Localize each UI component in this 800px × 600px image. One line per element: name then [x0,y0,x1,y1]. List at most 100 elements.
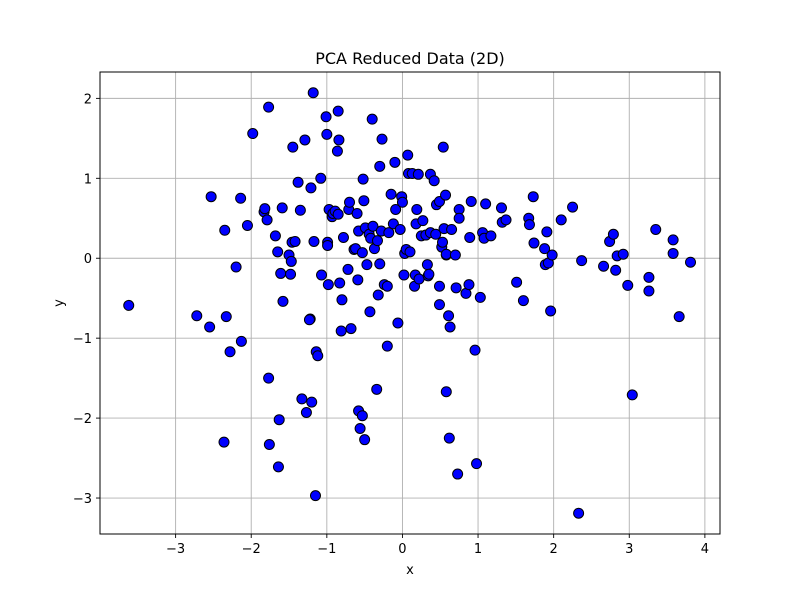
scatter-point [545,305,557,317]
scatter-point [390,203,402,215]
scatter-point [263,372,275,384]
scatter-point [352,274,364,286]
scatter-point [337,231,349,243]
scatter-point [296,393,308,405]
scatter-point [643,285,655,297]
scatter-point [527,191,539,203]
scatter-point [464,231,476,243]
scatter-point [303,314,315,326]
scatter-point [523,219,535,231]
scatter-point [402,149,414,161]
scatter-point [643,271,655,283]
scatter-point [381,340,393,352]
scatter-point [500,214,512,226]
scatter-point [263,101,275,113]
scatter-point [374,160,386,172]
scatter-point [440,386,452,398]
scatter-point [404,246,416,258]
scatter-point [306,396,318,408]
scatter-point [219,224,231,236]
scatter-point [247,128,259,140]
scatter-point [272,461,284,473]
scatter-point [433,299,445,311]
scatter-point [351,207,363,219]
scatter-point [450,282,462,294]
scatter-point [511,276,523,288]
scatter-point [471,458,483,470]
scatter-point [428,175,440,187]
scatter-point [358,195,370,207]
scatter-point [289,235,301,247]
scatter-point [292,176,304,188]
scatter-point [389,156,401,168]
scatter-point [300,407,312,419]
scatter-point [385,188,397,200]
scatter-point [443,310,455,322]
scatter-point [308,235,320,247]
scatter-point [272,246,284,258]
scatter-point [667,247,679,259]
scatter-point [299,134,311,146]
scatter-point [261,214,273,226]
scatter-point [241,219,253,231]
scatter-point [539,243,551,255]
scatter-point [667,234,679,246]
scatter-point [417,215,429,227]
scatter-point [276,202,288,214]
scatter-point [396,196,408,208]
scatter-point [567,201,579,213]
scatter-point [204,321,216,333]
scatter-point [541,226,553,238]
scatter-point [307,87,319,99]
scatter-point [335,325,347,337]
scatter-point [650,223,662,235]
scatter-point [546,249,558,261]
scatter-point [440,248,452,260]
scatter-point [361,259,373,271]
scatter-point [480,198,492,210]
scatter-point [685,256,697,268]
scatter-point [673,311,685,323]
y-tick-label: −1 [73,332,92,347]
scatter-point [371,383,383,395]
scatter-point [573,507,585,519]
scatter-point [376,133,388,145]
scatter-point [364,306,376,318]
scatter-point [322,239,334,251]
x-tick-label: −1 [317,542,336,557]
scatter-point [437,236,449,248]
scatter-points [123,87,697,519]
scatter-point [333,134,345,146]
scatter-point [398,269,410,281]
scatter-point [224,346,236,358]
scatter-point [367,220,379,232]
scatter-point [305,182,317,194]
scatter-point [342,263,354,275]
x-axis-ticks: −3 −2 −1 0 1 2 3 4 [166,534,709,557]
plot-frame [99,71,721,535]
scatter-point [359,434,371,446]
scatter-point [344,196,356,208]
scatter-point [440,189,452,201]
scatter-point [437,141,449,153]
y-axis-label: y [52,299,67,307]
scatter-point [449,249,461,261]
y-tick-label: 1 [84,172,92,187]
x-tick-label: 3 [625,542,633,557]
scatter-point [607,228,619,240]
scatter-point [294,204,306,216]
scatter-point [259,203,271,215]
scatter-point [394,223,406,235]
scatter-point [316,269,328,281]
scatter-point [263,438,275,450]
x-tick-label: 1 [474,542,482,557]
chart-title: PCA Reduced Data (2D) [315,49,505,68]
scatter-point [469,344,481,356]
scatter-point [123,299,135,311]
y-tick-label: 0 [84,252,92,267]
scatter-point [273,414,285,426]
scatter-point [315,172,327,184]
scatter-point [463,279,475,291]
scatter-point [443,432,455,444]
